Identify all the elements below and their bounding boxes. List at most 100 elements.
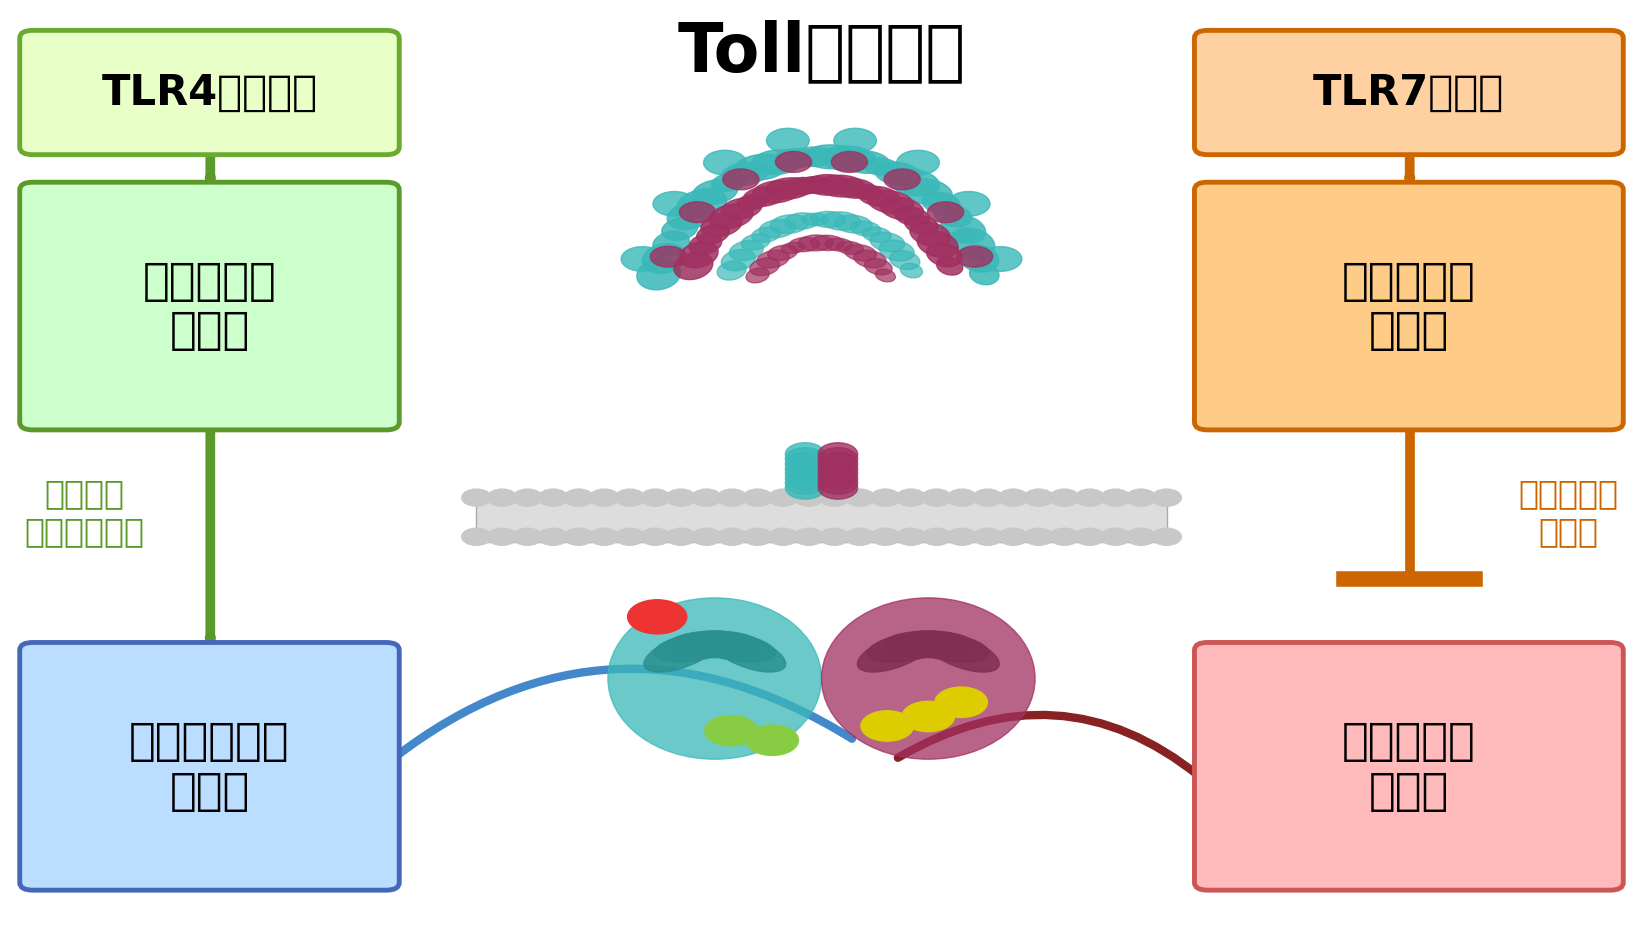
Ellipse shape bbox=[751, 150, 803, 175]
Ellipse shape bbox=[674, 252, 713, 280]
Text: 炎症抑制剤
の開発: 炎症抑制剤 の開発 bbox=[1342, 260, 1475, 352]
Circle shape bbox=[999, 529, 1029, 546]
Ellipse shape bbox=[969, 264, 999, 285]
Circle shape bbox=[665, 489, 695, 506]
Ellipse shape bbox=[833, 178, 876, 198]
Ellipse shape bbox=[789, 237, 820, 251]
Ellipse shape bbox=[822, 598, 1035, 759]
Ellipse shape bbox=[746, 268, 769, 283]
Ellipse shape bbox=[721, 250, 756, 270]
Circle shape bbox=[652, 192, 695, 216]
FancyBboxPatch shape bbox=[1194, 30, 1623, 155]
Circle shape bbox=[902, 701, 955, 732]
Circle shape bbox=[948, 489, 978, 506]
Circle shape bbox=[785, 467, 825, 490]
Ellipse shape bbox=[851, 221, 881, 236]
Circle shape bbox=[488, 489, 518, 506]
Circle shape bbox=[884, 169, 920, 190]
Circle shape bbox=[769, 489, 798, 506]
Ellipse shape bbox=[825, 238, 853, 251]
Ellipse shape bbox=[774, 149, 817, 169]
Ellipse shape bbox=[766, 177, 812, 199]
Ellipse shape bbox=[729, 240, 764, 261]
Text: 免疫増強剤
の開発: 免疫増強剤 の開発 bbox=[143, 260, 276, 352]
Circle shape bbox=[895, 489, 925, 506]
Ellipse shape bbox=[736, 195, 769, 210]
Ellipse shape bbox=[876, 162, 922, 186]
Text: TLR7阻害剤: TLR7阻害剤 bbox=[1313, 71, 1505, 114]
Circle shape bbox=[488, 529, 518, 546]
Circle shape bbox=[922, 489, 951, 506]
Circle shape bbox=[871, 529, 900, 546]
Ellipse shape bbox=[721, 198, 762, 219]
Circle shape bbox=[948, 192, 991, 216]
Ellipse shape bbox=[752, 180, 800, 203]
Circle shape bbox=[956, 246, 992, 267]
Circle shape bbox=[979, 247, 1022, 271]
Circle shape bbox=[818, 462, 858, 485]
Circle shape bbox=[590, 529, 619, 546]
Ellipse shape bbox=[749, 258, 779, 275]
Circle shape bbox=[1152, 529, 1181, 546]
Ellipse shape bbox=[871, 233, 905, 251]
Circle shape bbox=[1024, 489, 1053, 506]
Circle shape bbox=[665, 529, 695, 546]
Circle shape bbox=[743, 489, 772, 506]
Circle shape bbox=[705, 716, 757, 746]
Circle shape bbox=[794, 529, 823, 546]
Circle shape bbox=[861, 711, 914, 741]
Ellipse shape bbox=[894, 207, 930, 226]
FancyBboxPatch shape bbox=[20, 182, 399, 430]
Ellipse shape bbox=[935, 204, 971, 227]
Ellipse shape bbox=[937, 256, 963, 275]
Circle shape bbox=[462, 529, 491, 546]
Ellipse shape bbox=[670, 631, 759, 658]
Ellipse shape bbox=[803, 145, 856, 169]
Circle shape bbox=[818, 457, 858, 480]
Ellipse shape bbox=[864, 258, 892, 275]
Circle shape bbox=[769, 529, 798, 546]
Circle shape bbox=[564, 529, 593, 546]
Ellipse shape bbox=[680, 242, 718, 268]
Circle shape bbox=[785, 448, 825, 471]
Ellipse shape bbox=[879, 240, 914, 261]
Ellipse shape bbox=[836, 241, 864, 254]
Ellipse shape bbox=[864, 158, 900, 176]
Circle shape bbox=[845, 489, 874, 506]
Circle shape bbox=[999, 489, 1029, 506]
Circle shape bbox=[1152, 489, 1181, 506]
Circle shape bbox=[767, 128, 810, 153]
Ellipse shape bbox=[845, 245, 876, 261]
Circle shape bbox=[927, 202, 963, 223]
Ellipse shape bbox=[835, 215, 872, 233]
Circle shape bbox=[614, 489, 644, 506]
Text: 自己免疫病
の発症: 自己免疫病 の発症 bbox=[1342, 720, 1475, 812]
Ellipse shape bbox=[805, 175, 851, 195]
Circle shape bbox=[539, 529, 568, 546]
Ellipse shape bbox=[667, 201, 713, 230]
Ellipse shape bbox=[652, 232, 690, 255]
Ellipse shape bbox=[817, 176, 866, 197]
Circle shape bbox=[692, 529, 721, 546]
Ellipse shape bbox=[950, 228, 994, 258]
Ellipse shape bbox=[741, 234, 771, 250]
FancyBboxPatch shape bbox=[1194, 182, 1623, 430]
Circle shape bbox=[723, 169, 759, 190]
Ellipse shape bbox=[858, 186, 900, 207]
Circle shape bbox=[785, 457, 825, 480]
Ellipse shape bbox=[690, 631, 775, 661]
Ellipse shape bbox=[923, 633, 999, 672]
Circle shape bbox=[513, 529, 542, 546]
Circle shape bbox=[785, 462, 825, 485]
Ellipse shape bbox=[922, 192, 961, 214]
Circle shape bbox=[1125, 529, 1155, 546]
Circle shape bbox=[785, 476, 825, 499]
Circle shape bbox=[845, 529, 874, 546]
Ellipse shape bbox=[858, 633, 933, 672]
Circle shape bbox=[818, 467, 858, 490]
Circle shape bbox=[775, 152, 812, 173]
Ellipse shape bbox=[798, 235, 833, 251]
Circle shape bbox=[935, 687, 987, 717]
Circle shape bbox=[743, 529, 772, 546]
FancyBboxPatch shape bbox=[20, 642, 399, 890]
